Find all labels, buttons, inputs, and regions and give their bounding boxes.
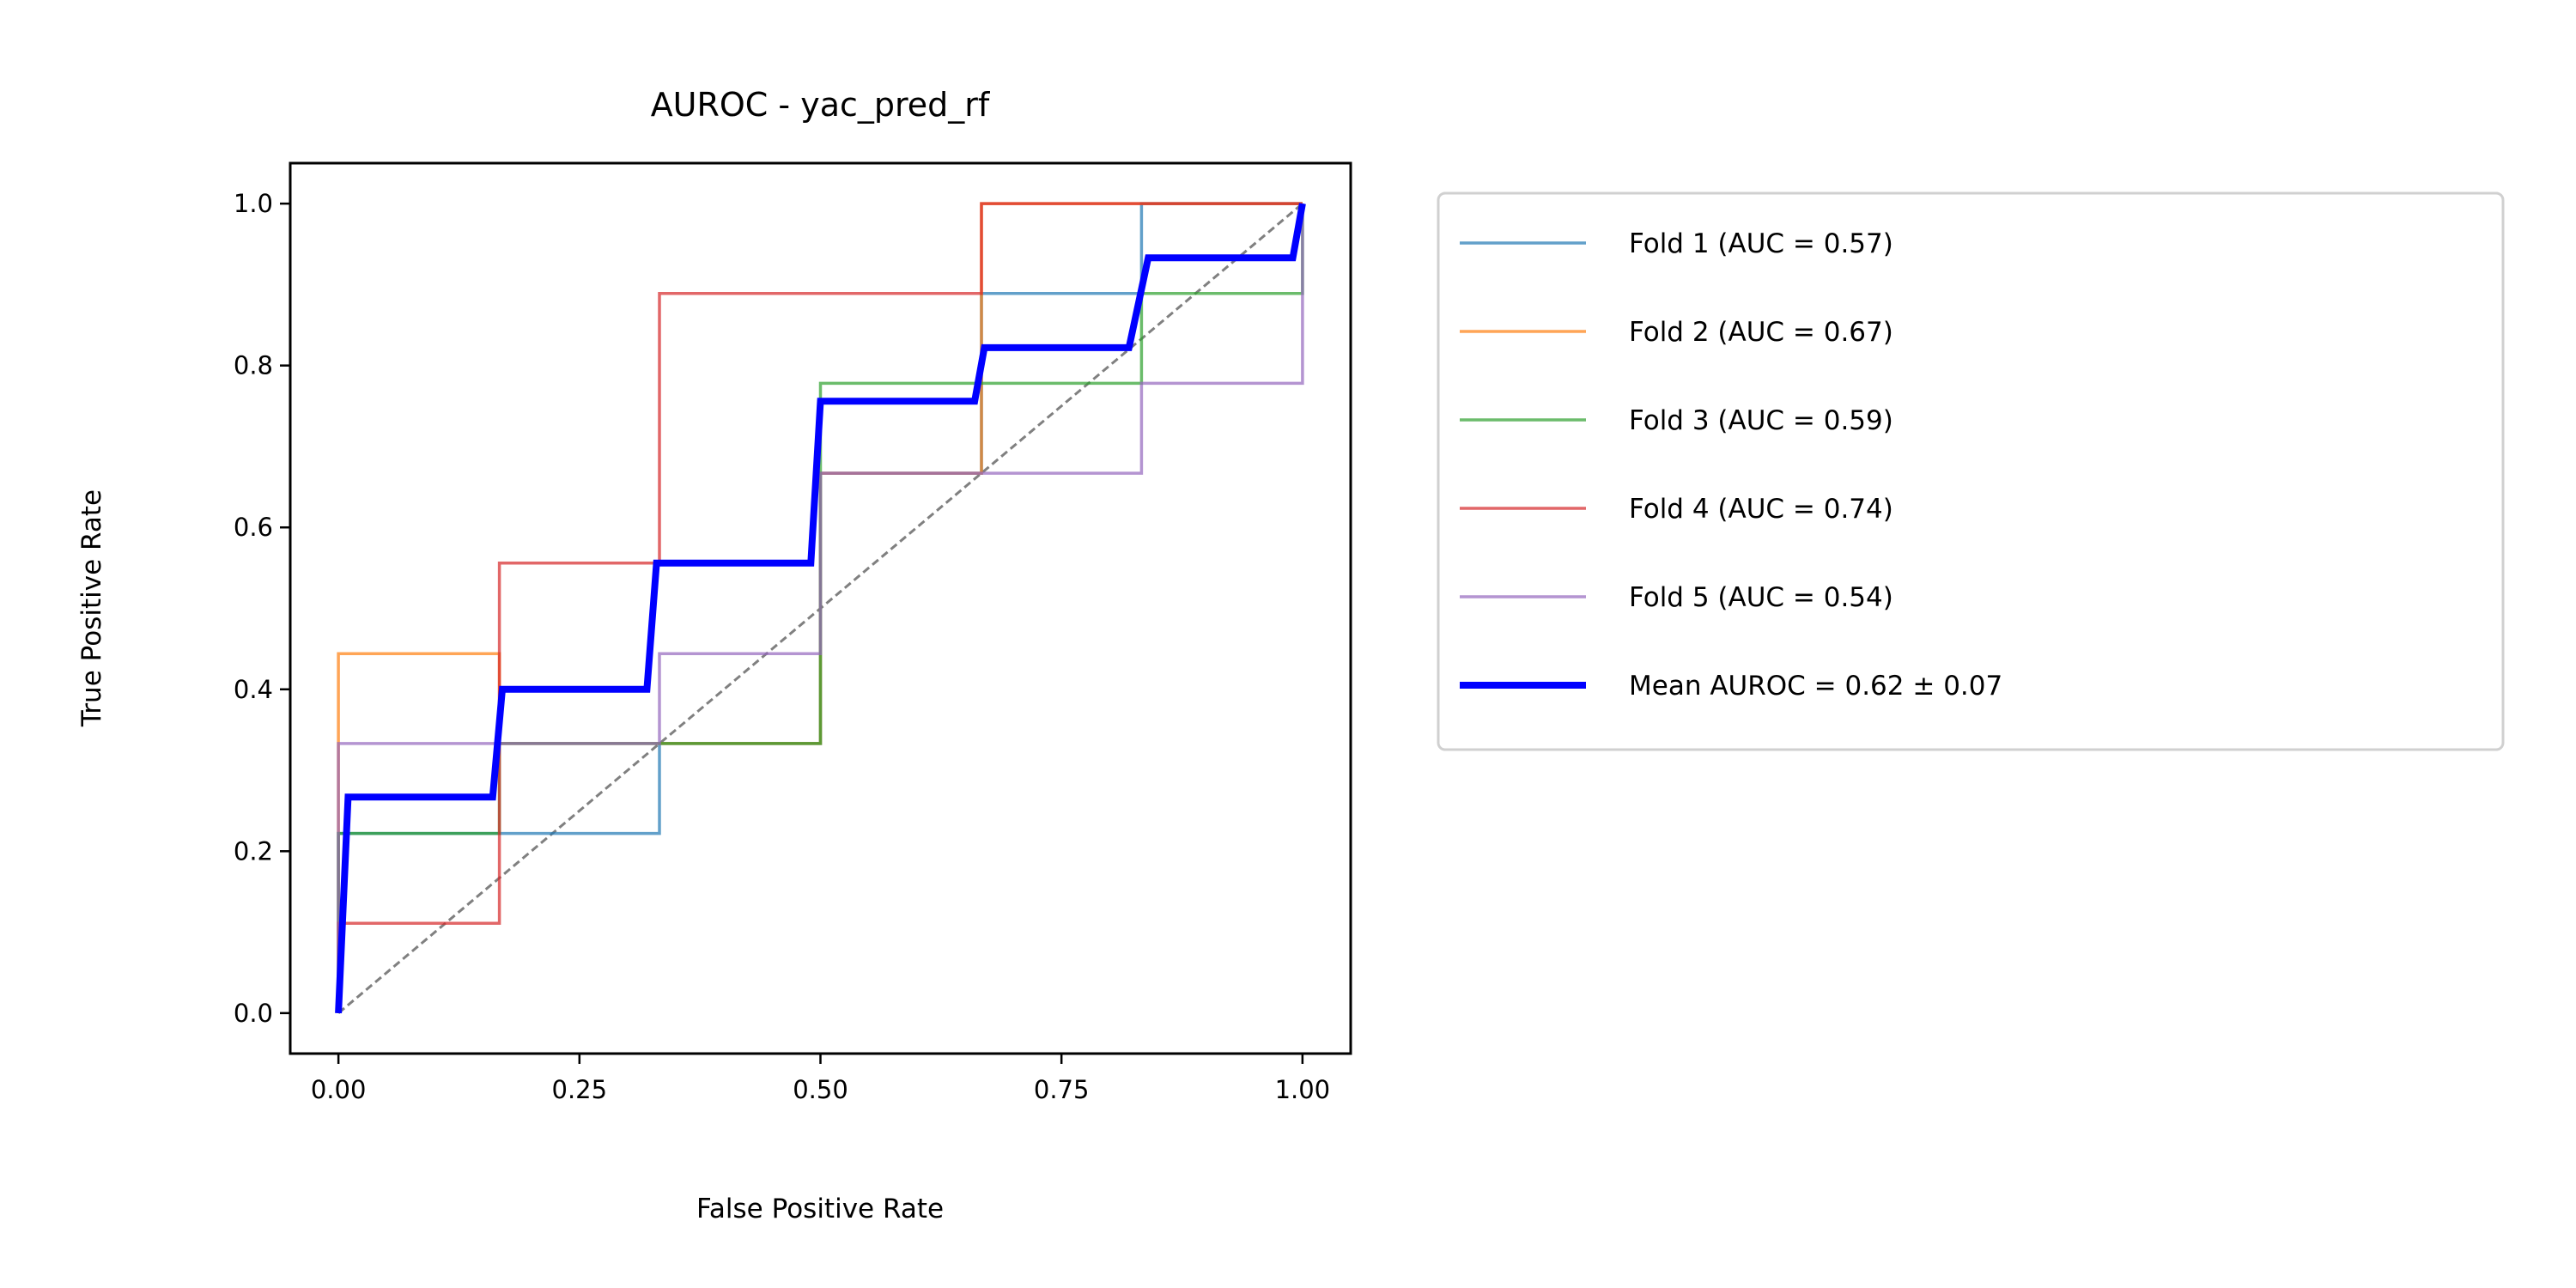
y-axis-ticks: 0.0 0.2 0.4 0.6 0.8 1.0 xyxy=(234,189,290,1028)
legend-entry-label: Fold 1 (AUC = 0.57) xyxy=(1629,228,1893,259)
x-tick-label: 0.25 xyxy=(552,1075,608,1104)
x-tick-label: 0.50 xyxy=(793,1075,848,1104)
legend: Fold 1 (AUC = 0.57) Fold 2 (AUC = 0.67) Fo… xyxy=(1437,191,2505,751)
y-tick-label: 0.2 xyxy=(234,836,273,866)
y-tick-label: 0.4 xyxy=(234,675,273,704)
chart-title: AUROC - yac_pred_rf xyxy=(651,86,991,124)
plot-area xyxy=(335,202,1306,1015)
y-tick-label: 0.6 xyxy=(234,513,273,542)
legend-entry-label: Fold 3 (AUC = 0.59) xyxy=(1629,405,1893,436)
x-tick-label: 0.75 xyxy=(1034,1075,1090,1104)
legend-entry-label: Fold 4 (AUC = 0.74) xyxy=(1629,494,1893,525)
legend-frame xyxy=(1437,191,2505,751)
x-tick-label: 1.00 xyxy=(1275,1075,1331,1104)
x-axis-ticks: 0.00 0.25 0.50 0.75 1.00 xyxy=(311,1054,1330,1104)
y-tick-label: 0.8 xyxy=(234,351,273,380)
y-axis-label: True Positive Rate xyxy=(76,489,107,727)
y-tick-label: 0.0 xyxy=(234,999,273,1028)
x-axis-label: False Positive Rate xyxy=(696,1194,944,1224)
x-tick-label: 0.00 xyxy=(311,1075,367,1104)
y-tick-label: 1.0 xyxy=(234,189,273,218)
legend-entry-label: Fold 5 (AUC = 0.54) xyxy=(1629,582,1893,613)
series-line-mean xyxy=(335,203,1306,1014)
legend-entry-label: Mean AUROC = 0.62 ± 0.07 xyxy=(1629,671,2002,702)
legend-entry-label: Fold 2 (AUC = 0.67) xyxy=(1629,317,1893,348)
